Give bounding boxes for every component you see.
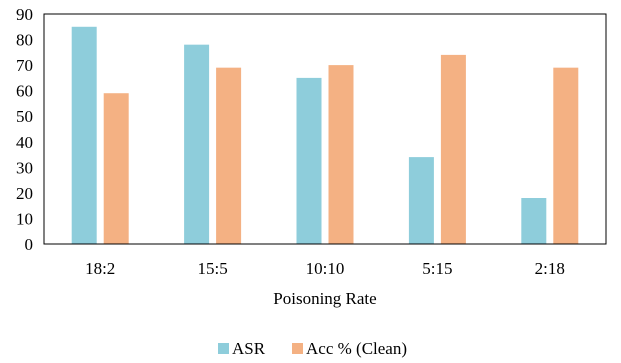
legend-label-asr: ASR — [232, 339, 266, 358]
y-tick-label: 60 — [16, 82, 33, 101]
plot-frame — [43, 13, 607, 245]
bar-asr-15-5 — [184, 44, 210, 244]
x-tick-label: 2:18 — [535, 259, 565, 278]
y-tick-label: 50 — [16, 107, 33, 126]
legend-swatch-acc-clean — [292, 343, 303, 354]
y-tick-label: 0 — [25, 235, 34, 254]
bar-acc-clean-15-5 — [216, 67, 242, 245]
bar-acc-clean-5-15 — [440, 54, 466, 245]
y-tick-label: 30 — [16, 158, 33, 177]
x-tick-label: 15:5 — [197, 259, 227, 278]
bar-asr-10-10 — [296, 77, 322, 244]
legend: ASR Acc % (Clean) — [218, 339, 407, 358]
y-tick-label: 80 — [16, 31, 33, 50]
y-tick-label: 40 — [16, 133, 33, 152]
x-tick-label: 10:10 — [306, 259, 345, 278]
y-tick-label: 20 — [16, 184, 33, 203]
bars — [71, 26, 579, 245]
bar-asr-18-2 — [71, 26, 97, 245]
y-tick-label: 90 — [16, 5, 33, 24]
x-tick-label: 5:15 — [422, 259, 452, 278]
x-axis-ticks: 18:2 15:5 10:10 5:15 2:18 — [85, 259, 565, 278]
y-axis-ticks: 0 10 20 30 40 50 60 70 80 90 — [16, 5, 33, 254]
bar-acc-clean-10-10 — [328, 65, 354, 244]
bar-asr-5-15 — [408, 157, 434, 244]
legend-swatch-asr — [218, 343, 229, 354]
x-tick-label: 18:2 — [85, 259, 115, 278]
bar-acc-clean-2-18 — [553, 67, 579, 245]
legend-label-acc-clean: Acc % (Clean) — [306, 339, 407, 358]
y-tick-label: 70 — [16, 56, 33, 75]
y-tick-label: 10 — [16, 209, 33, 228]
bar-acc-clean-18-2 — [103, 93, 129, 244]
x-axis-title: Poisoning Rate — [273, 289, 376, 308]
bar-asr-2-18 — [521, 198, 547, 244]
